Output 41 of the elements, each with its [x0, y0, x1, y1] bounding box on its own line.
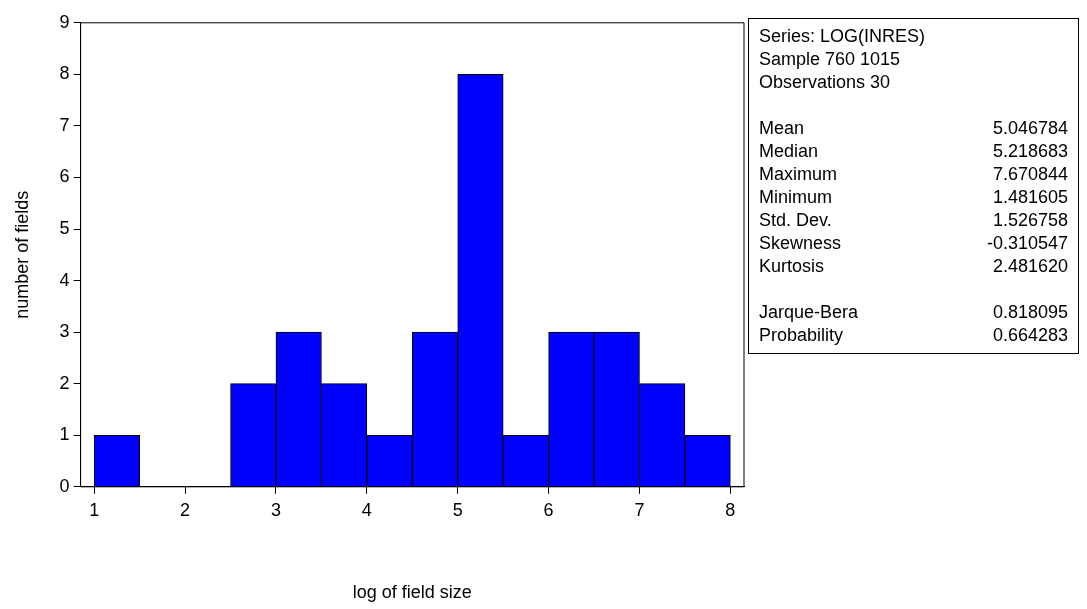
y-tick-label: 6 [59, 166, 70, 187]
text: -0.310547 [986, 233, 1068, 253]
category-label: Kurtosis [759, 255, 825, 278]
y-tick-label: 2 [59, 372, 70, 393]
x-axis-title: log of field size [352, 582, 472, 603]
y-axis-title: number of fields [11, 190, 32, 319]
y-tick-label: 4 [59, 269, 70, 290]
x-tick-label: 8 [725, 499, 736, 520]
y-tick-label: 0 [59, 475, 70, 496]
text: 0.818095 [992, 302, 1068, 322]
text: 5.046784 [992, 118, 1068, 138]
x-tick-label: 4 [361, 499, 372, 520]
category-label: Std. Dev. [759, 209, 832, 232]
x-tick-label: 1 [89, 499, 100, 520]
category-label: Minimum [759, 186, 833, 209]
category-label: Skewness [759, 232, 842, 255]
x-tick-label: 5 [452, 499, 463, 520]
y-tick-label: 9 [59, 11, 70, 32]
text: Observations 30 [759, 71, 892, 94]
text: 5.218683 [992, 141, 1068, 161]
category-label: Jarque-Bera [759, 301, 859, 324]
text: 1.526758 [992, 210, 1068, 230]
text: 2.481620 [992, 256, 1068, 276]
category-label: Probability [759, 324, 844, 347]
y-tick-label: 7 [59, 114, 70, 135]
text: Sample 760 1015 [759, 48, 902, 71]
x-tick-label: 6 [543, 499, 554, 520]
x-tick-label: 2 [180, 499, 191, 520]
x-tick-label: 7 [634, 499, 645, 520]
text: 1.481605 [992, 187, 1068, 207]
text: Series: LOG(INRES) [759, 25, 927, 48]
category-label: Mean [759, 117, 805, 140]
text: 7.670844 [992, 164, 1068, 184]
category-label: Maximum [759, 163, 838, 186]
y-tick-label: 8 [59, 63, 70, 84]
y-tick-label: 5 [59, 217, 70, 238]
x-tick-label: 3 [270, 499, 281, 520]
category-label: Median [759, 140, 819, 163]
y-tick-label: 1 [59, 424, 70, 445]
text: 0.664283 [992, 325, 1068, 345]
y-tick-label: 3 [59, 321, 70, 342]
